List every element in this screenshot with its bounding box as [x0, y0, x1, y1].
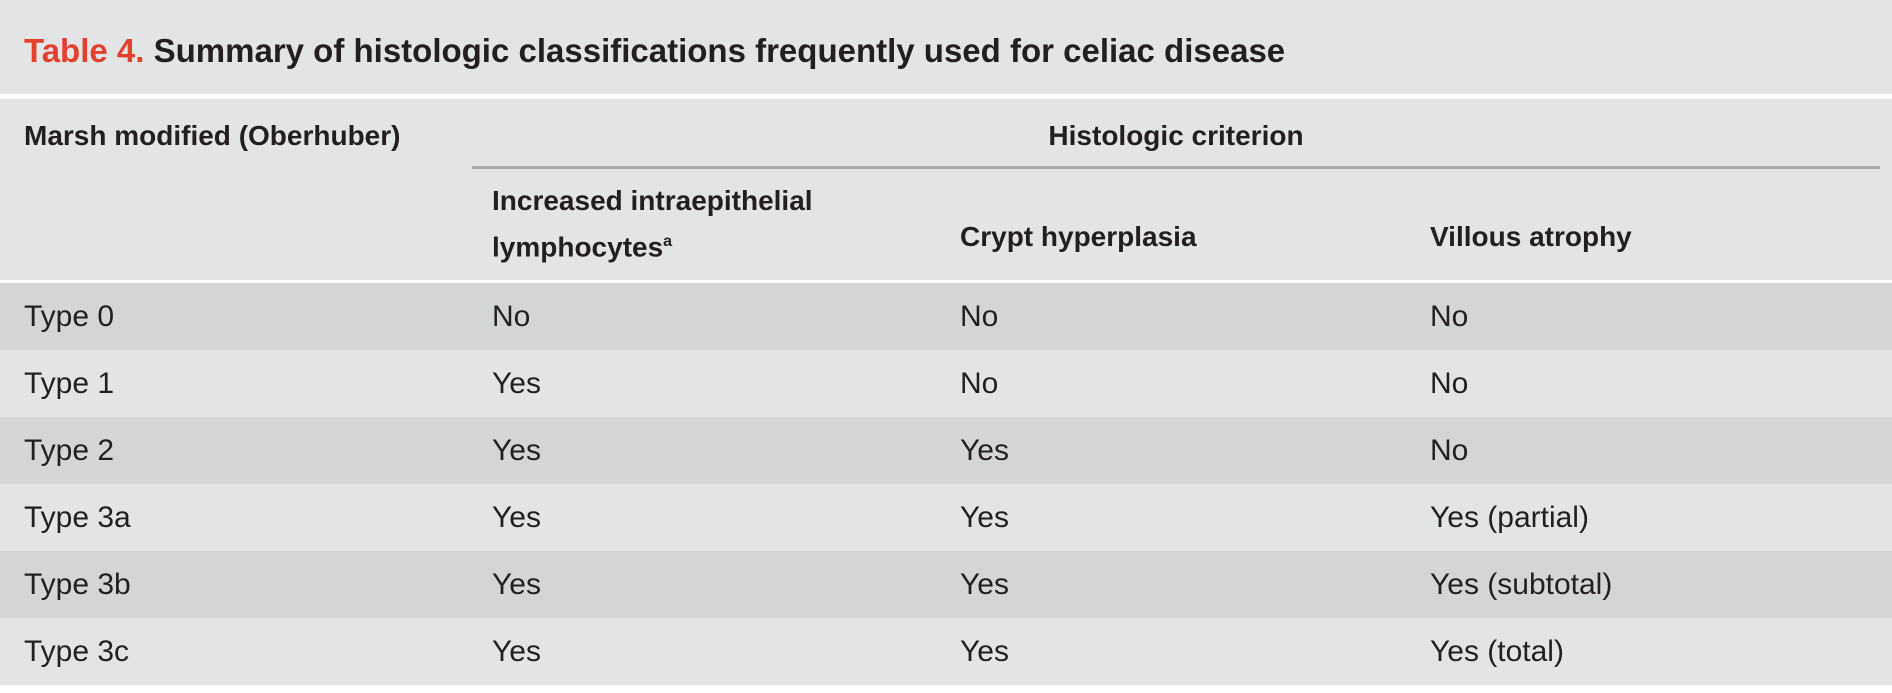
column-header: Increased intraepithelial lymphocytesa — [492, 180, 912, 267]
header-band — [0, 99, 1892, 280]
row-label: Type 3b — [24, 568, 131, 601]
table-row: Type 0 No No No — [0, 283, 1892, 350]
table-cell: Yes (total) — [1430, 635, 1564, 668]
column-header: Villous atrophy — [1430, 221, 1632, 252]
stub-header: Marsh modified (Oberhuber) — [24, 120, 401, 151]
table-cell: Yes — [492, 635, 541, 668]
table-cell: No — [960, 300, 999, 333]
table-row: Type 3a Yes Yes Yes (partial) — [0, 484, 1892, 551]
table-cell: Yes — [960, 568, 1009, 601]
table-cell: Yes — [960, 635, 1009, 668]
row-label: Type 2 — [24, 434, 115, 467]
table-cell: Yes — [492, 434, 541, 467]
table-cell: Yes — [492, 501, 541, 534]
row-label: Type 3c — [24, 635, 130, 668]
column-header-text: Increased intraepithelial lymphocytes — [492, 185, 813, 263]
table-cell: No — [1430, 300, 1469, 333]
row-label: Type 1 — [24, 367, 115, 400]
title-band — [0, 0, 1892, 94]
table-row: Type 1 Yes No No — [0, 350, 1892, 417]
row-label: Type 3a — [24, 501, 131, 534]
column-header: Crypt hyperplasia — [960, 221, 1197, 252]
group-header: Histologic criterion — [1048, 120, 1304, 151]
table-cell: Yes — [960, 501, 1009, 534]
table-cell: No — [1430, 434, 1469, 467]
group-rule — [472, 166, 1880, 169]
table-title: Table 4. Summary of histologic classific… — [24, 32, 1285, 70]
table-label: Table 4. — [24, 32, 145, 69]
table-cell: No — [492, 300, 531, 333]
table-cell: Yes (subtotal) — [1430, 568, 1613, 601]
table-row: Type 2 Yes Yes No — [0, 417, 1892, 484]
table-row: Type 3b Yes Yes Yes (subtotal) — [0, 551, 1892, 618]
footnote-marker: a — [663, 233, 673, 250]
title-text: Summary of histologic classifications fr… — [153, 32, 1286, 69]
table-row: Type 3c Yes Yes Yes (total) — [0, 618, 1892, 685]
row-label: Type 0 — [24, 300, 115, 333]
table-cell: Yes (partial) — [1430, 501, 1589, 534]
table-cell: Yes — [492, 568, 541, 601]
table-cell: Yes — [960, 434, 1009, 467]
table-cell: No — [1430, 367, 1469, 400]
table-cell: No — [960, 367, 999, 400]
table-cell: Yes — [492, 367, 541, 400]
